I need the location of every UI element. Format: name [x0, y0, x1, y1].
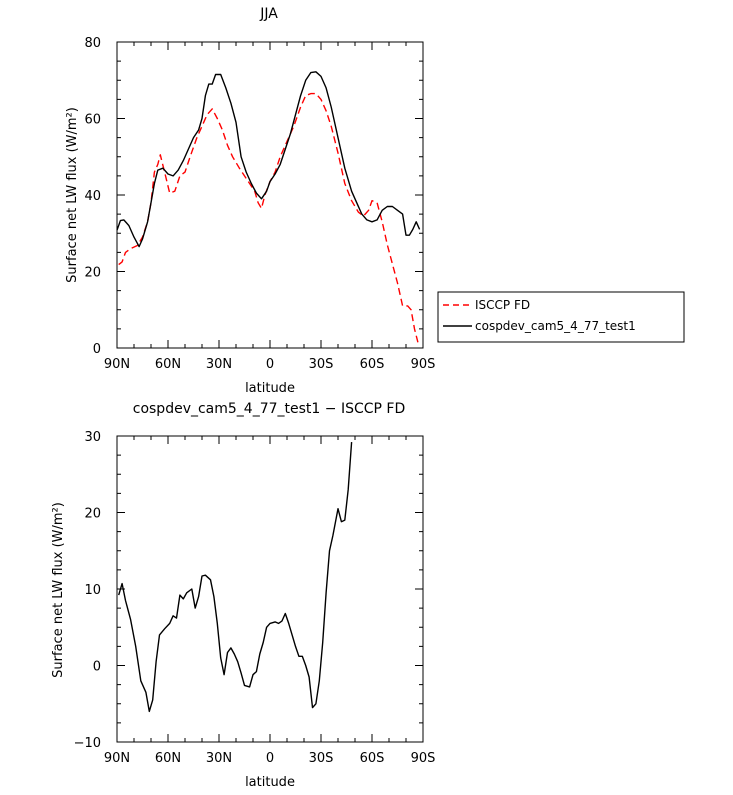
bottom-x-tick-label: 60N: [155, 751, 181, 766]
bottom-x-tick-label: 60S: [360, 751, 385, 766]
top-panel: JJA 90N 60N 30N 0 30S 60S 90S 0 20 40 60 80 latitu…: [65, 6, 435, 396]
top-x-axis-label: latitude: [245, 381, 295, 396]
top-series-lines: [116, 71, 421, 343]
bottom-x-tick-label: 30S: [309, 751, 334, 766]
top-x-tick-label: 60S: [360, 357, 385, 372]
top-x-tick-label: 90S: [411, 357, 436, 372]
top-y-tick-label: 20: [84, 266, 101, 281]
bottom-x-tick-label: 30N: [206, 751, 232, 766]
top-x-tick-label: 60N: [155, 357, 181, 372]
bottom-x-ticks: 90N 60N 30N 0 30S 60S 90S: [104, 436, 436, 766]
bottom-y-axis-label: Surface net LW flux (W/m²): [51, 502, 66, 678]
bottom-chart-title: cospdev_cam5_4_77_test1 − ISCCP FD: [133, 401, 406, 417]
legend-label-isccp: ISCCP FD: [475, 298, 530, 312]
legend-box: [437, 291, 685, 343]
top-series-line-0: [118, 92, 419, 343]
bottom-x-tick-label: 90S: [411, 751, 436, 766]
bottom-y-tick-label: 30: [84, 430, 101, 445]
bottom-y-tick-label: 0: [93, 660, 101, 675]
top-x-tick-label: 90N: [104, 357, 130, 372]
top-x-ticks: 90N 60N 30N 0 30S 60S 90S: [104, 42, 436, 372]
bottom-plot-frame: [116, 435, 424, 743]
bottom-panel: cospdev_cam5_4_77_test1 − ISCCP FD 90N 60…: [51, 401, 435, 790]
bottom-series-line-0: [118, 442, 353, 713]
top-series-line-1: [116, 71, 421, 248]
bottom-x-tick-label: 90N: [104, 751, 130, 766]
legend-label-cospdev: cospdev_cam5_4_77_test1: [475, 319, 636, 333]
bottom-y-tick-label: −10: [74, 736, 101, 751]
top-y-tick-label: 0: [93, 342, 101, 357]
legend: ISCCP FD cospdev_cam5_4_77_test1: [437, 291, 685, 343]
bottom-x-tick-label: 0: [266, 751, 274, 766]
bottom-y-ticks: −10 0 10 20 30: [74, 430, 423, 751]
top-x-tick-label: 30N: [206, 357, 232, 372]
bottom-y-tick-label: 20: [84, 507, 101, 522]
bottom-y-tick-label: 10: [84, 583, 101, 598]
top-x-tick-label: 0: [266, 357, 274, 372]
top-y-tick-label: 40: [84, 189, 101, 204]
top-x-tick-label: 30S: [309, 357, 334, 372]
bottom-x-axis-label: latitude: [245, 775, 295, 790]
top-y-tick-label: 80: [84, 36, 101, 51]
top-plot-frame: [116, 41, 424, 349]
top-chart-title: JJA: [259, 6, 278, 22]
top-y-tick-label: 60: [84, 113, 101, 128]
top-y-ticks: 0 20 40 60 80: [84, 36, 423, 357]
top-y-axis-label: Surface net LW flux (W/m²): [65, 107, 80, 283]
bottom-series-lines: [118, 442, 353, 713]
